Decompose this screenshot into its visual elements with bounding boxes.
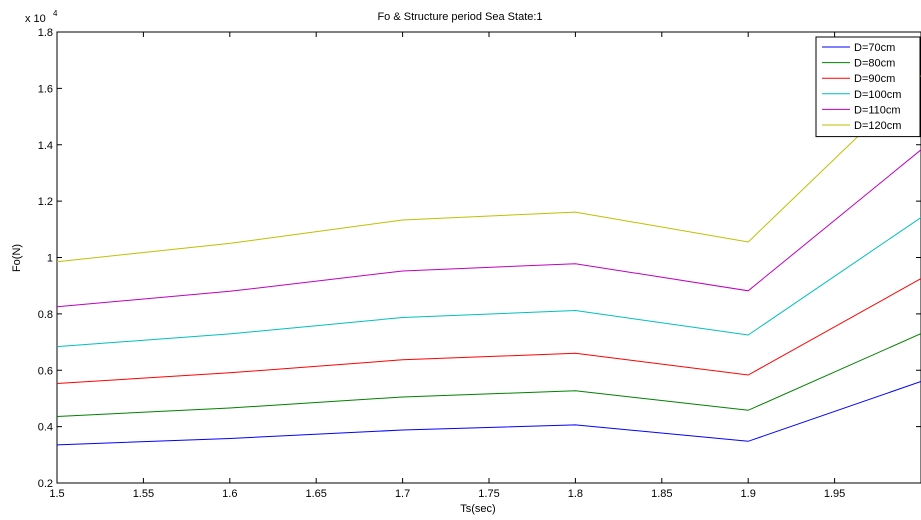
y-tick-label: 1.2 xyxy=(38,196,53,208)
legend-label: D=90cm xyxy=(854,73,895,85)
legend-label: D=120cm xyxy=(854,120,901,132)
series-line xyxy=(56,278,921,384)
series-line xyxy=(56,217,921,348)
x-tick-label: 1.8 xyxy=(568,488,583,500)
chart-title: Fo & Structure period Sea State:1 xyxy=(377,11,542,23)
series-line xyxy=(56,75,921,263)
legend: D=70cm D=80cm D=90cm D=100cm D=110cm D=120cm xyxy=(815,36,921,138)
x-tick-label: 1.9 xyxy=(741,488,756,500)
legend-label: D=80cm xyxy=(854,58,895,70)
y-tick-label: 1.8 xyxy=(38,27,53,39)
y-tick-label: 0.6 xyxy=(38,365,53,377)
legend-box xyxy=(815,36,921,138)
x-axis: 1.5 1.55 1.6 1.65 1.7 1.75 1.8 1.85 1.9 1.95 xyxy=(49,32,845,500)
x-axis-label: Ts(sec) xyxy=(460,503,495,515)
series-line xyxy=(56,149,921,308)
y-axis-exponent-base: x 10 xyxy=(25,13,46,25)
series-layer xyxy=(56,75,921,446)
x-tick-label: 1.6 xyxy=(222,488,237,500)
legend-label: D=110cm xyxy=(854,104,901,116)
x-tick-label: 1.85 xyxy=(651,488,672,500)
x-tick-label: 1.95 xyxy=(824,488,845,500)
legend-label: D=100cm xyxy=(854,89,901,101)
y-axis-label: Fo(N) xyxy=(11,244,23,272)
y-axis: 0.2 0.4 0.6 0.8 1 1.2 1.4 1.6 1.8 xyxy=(38,27,921,490)
x-tick-label: 1.75 xyxy=(478,488,499,500)
y-axis-exponent-power: 4 xyxy=(53,9,58,18)
series-line xyxy=(56,381,921,446)
y-tick-label: 1.6 xyxy=(38,83,53,95)
series-line xyxy=(56,333,921,417)
x-tick-label: 1.7 xyxy=(395,488,410,500)
plot-area xyxy=(56,31,921,484)
plot-frame xyxy=(56,31,921,484)
y-tick-label: 0.8 xyxy=(38,309,53,321)
legend-label: D=70cm xyxy=(854,42,895,54)
x-tick-label: 1.5 xyxy=(49,488,64,500)
y-tick-label: 0.2 xyxy=(38,478,53,490)
y-tick-label: 0.4 xyxy=(38,422,53,434)
x-tick-label: 1.65 xyxy=(305,488,326,500)
x-tick-label: 1.55 xyxy=(133,488,154,500)
y-tick-label: 1 xyxy=(47,253,53,265)
y-tick-label: 1.4 xyxy=(38,140,53,152)
